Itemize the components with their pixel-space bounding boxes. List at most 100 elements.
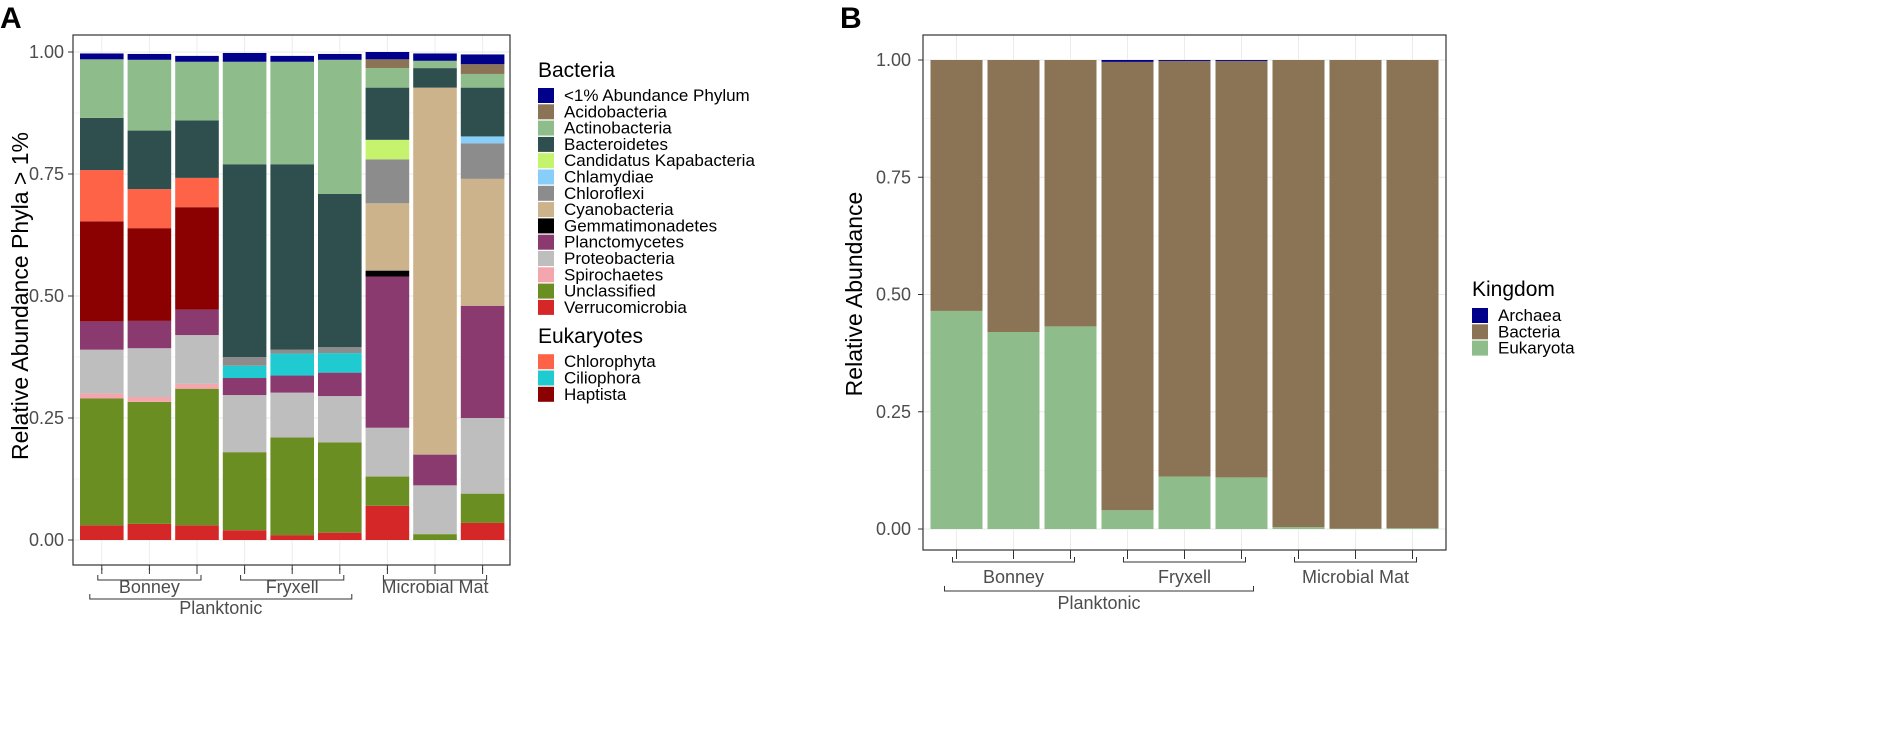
bar-segment [270,61,314,165]
bar-segment [318,194,362,348]
legend-item: Chloroflexi [538,184,644,203]
bar-segment [413,534,457,540]
legend-swatch [1472,324,1488,340]
bar-segment [222,365,267,378]
bar-segment [175,55,219,62]
legend-label: Candidatus Kapabacteria [564,151,755,170]
legend-label: Acidobacteria [564,102,668,121]
bar-segment [460,143,505,179]
site-group: Microbial Mat [1294,557,1417,587]
bar-segment [1272,60,1325,528]
bar-segment [460,136,505,144]
site-bracket [1123,557,1246,563]
legend-label: Bacteria [1498,322,1561,341]
bar-segment [365,68,410,88]
site-bracket [1294,557,1417,563]
legend-swatch [538,153,554,169]
site-bracket [240,575,345,581]
type-group: Planktonic [89,594,353,618]
legend-label: Unclassified [564,282,656,301]
bar-segment [413,485,457,535]
legend-item: Planctomycetes [538,233,684,252]
y-axis-title: Relative Abundance Phyla > 1% [7,132,33,460]
legend-item: Spirochaetes [538,265,663,284]
sample-brackets [101,568,484,574]
bar-segment [365,159,410,204]
bar-segment [318,59,362,195]
bar-segment [80,59,124,118]
y-tick-label: 1.00 [29,42,64,62]
bar-segment [365,505,410,540]
bar-segment [460,64,505,74]
bar-segment [175,120,219,178]
bar-segment [175,388,219,526]
legend-item: Cyanobacteria [538,200,674,219]
x-grouping: Bonney Fryxell Microbial Mat Planktonic [944,552,1417,613]
bar-segment [80,398,124,526]
legend-title: Eukaryotes [538,325,643,348]
legend-label: <1% Abundance Phylum [564,86,750,105]
bar-segment [222,530,267,540]
bar-segment [365,427,410,477]
bar-segment [1215,60,1268,61]
bar-segment [1158,476,1211,529]
legend-label: Verrucomicrobia [564,298,687,317]
legend-swatch [538,267,554,283]
legend-swatch [538,299,554,315]
bar-segment [127,401,172,524]
site-bracket [952,557,1075,563]
legend-swatch [1472,308,1488,323]
legend-item: Bacteria [1472,322,1561,341]
legend-label: Spirochaetes [564,265,663,284]
y-tick-label: 1.00 [876,50,911,70]
bar-segment [318,53,362,60]
legend-item: Unclassified [538,282,656,301]
bar-segment [318,353,362,373]
site-group: Fryxell [240,575,345,597]
y-tick-label: 0.50 [29,286,64,306]
site-label: Fryxell [266,577,319,597]
bar-segment [1386,60,1439,529]
bar-segment [365,59,410,69]
bar-segment [1044,60,1097,327]
bar-segment [127,228,172,321]
site-bracket [97,575,202,581]
bar-segment [1044,326,1097,529]
site-label: Fryxell [1158,567,1211,587]
legend-label: Actinobacteria [564,119,672,138]
bar-segment [127,59,172,131]
bar-segment [365,87,410,140]
bar-segment [127,320,172,349]
bar-segment [1101,510,1154,529]
legend-item: Verrucomicrobia [538,298,687,317]
type-label: Planktonic [1057,593,1140,613]
y-tick-label: 0.00 [29,530,64,550]
y-tick-label: 0.00 [876,519,911,539]
bar-segment [80,525,124,540]
type-label: Planktonic [179,598,262,618]
site-group: Microbial Mat [381,575,489,597]
bar-segment [175,61,219,121]
panel-letter: A [0,2,22,35]
y-tick-label: 0.75 [876,167,911,187]
legend-label: Cyanobacteria [564,200,674,219]
bar-segment [413,454,457,486]
sample-brackets [956,552,1413,559]
bar-segment [318,396,362,443]
legend-item: Archaea [1472,306,1562,325]
site-label: Microbial Mat [381,577,488,597]
bar-segment [80,221,124,322]
bar-segment [222,377,267,396]
bar-segment [1272,527,1325,529]
bar-segment [460,54,505,65]
type-bracket [89,594,353,600]
bar-segment [318,372,362,397]
legend-swatch [538,202,554,218]
legend-item: Chlorophyta [538,352,656,371]
bar-segment [80,170,124,222]
bar-segment [365,270,410,277]
bar-segment [127,189,172,229]
y-tick-label: 0.75 [29,164,64,184]
